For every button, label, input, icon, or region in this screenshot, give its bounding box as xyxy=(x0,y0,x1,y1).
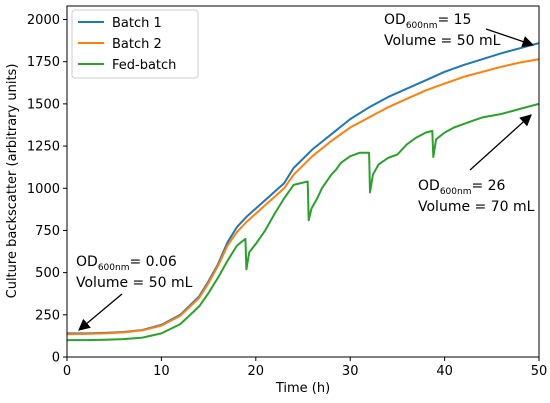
annotation-fed-batch-end-subscript: 600nm xyxy=(440,187,472,197)
x-tick-label: 0 xyxy=(63,364,71,379)
y-tick-label: 2000 xyxy=(27,13,60,28)
series-line-batch-2 xyxy=(67,58,539,336)
x-tick-label: 50 xyxy=(531,364,548,379)
annotation-start-arrow xyxy=(78,293,123,331)
legend-label-batch-2: Batch 2 xyxy=(112,37,162,52)
annotation-start-od: OD xyxy=(76,254,98,270)
series-line-fed-batch xyxy=(67,102,539,342)
annotation-fed-batch-end-volume: Volume = 70 mL xyxy=(418,199,535,215)
y-tick-label: 250 xyxy=(35,308,60,323)
annotation-start: OD600nm= 0.06 Volume = 50 mL xyxy=(76,254,193,331)
x-axis-label: Time (h) xyxy=(275,381,330,396)
annotation-fed-batch-end: OD600nm= 26 Volume = 70 mL xyxy=(418,114,535,215)
svg-text:OD600nm= 26: OD600nm= 26 xyxy=(418,178,506,197)
y-tick-label: 0 xyxy=(52,351,60,366)
annotation-start-volume: Volume = 50 mL xyxy=(76,275,193,291)
annotation-batch-end-volume: Volume = 50 mL xyxy=(384,33,501,49)
svg-text:OD600nm= 0.06: OD600nm= 0.06 xyxy=(76,254,177,273)
annotation-start-value: = 0.06 xyxy=(129,254,176,270)
annotation-fed-batch-end-od: OD xyxy=(418,178,440,194)
y-tick-label: 1750 xyxy=(27,55,60,70)
annotation-batch-end-subscript: 600nm xyxy=(406,21,438,31)
y-tick-label: 1250 xyxy=(27,140,60,155)
y-tick-label: 1000 xyxy=(27,182,60,197)
legend-label-batch-1: Batch 1 xyxy=(112,16,162,31)
annotation-fed-batch-end-value: = 26 xyxy=(471,178,505,194)
annotation-batch-end-arrow xyxy=(485,28,535,48)
legend-box xyxy=(71,9,199,79)
x-tick-label: 40 xyxy=(436,364,453,379)
legend: Batch 1 Batch 2 Fed-batch xyxy=(71,9,199,79)
y-tick-label: 750 xyxy=(35,224,60,239)
plot-frame xyxy=(66,5,540,358)
svg-text:OD600nm= 15: OD600nm= 15 xyxy=(384,12,471,31)
legend-label-fed-batch: Fed-batch xyxy=(112,58,176,73)
annotation-fed-batch-end-arrow xyxy=(469,114,532,171)
x-tick-label: 30 xyxy=(342,364,359,379)
y-tick-label: 500 xyxy=(35,266,60,281)
x-tick-label: 10 xyxy=(153,364,170,379)
x-tick-label: 20 xyxy=(248,364,265,379)
y-axis-label: Culture backscatter (arbitrary units) xyxy=(5,64,20,299)
annotation-batch-end-value: = 15 xyxy=(437,12,471,28)
y-tick-label: 1500 xyxy=(27,97,60,112)
annotation-batch-end-od: OD xyxy=(384,12,406,28)
annotation-batch-end: OD600nm= 15 Volume = 50 mL xyxy=(384,12,535,49)
annotation-start-subscript: 600nm xyxy=(98,263,130,273)
